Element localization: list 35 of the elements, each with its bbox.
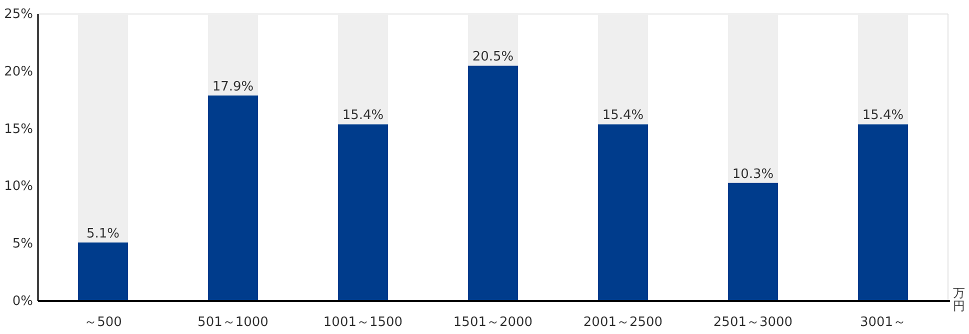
x-tick-label: 501～1000 [198,315,268,330]
bar [598,14,648,124]
y-tick-label: 25% [4,7,33,22]
bar [78,242,128,301]
bar [208,14,258,96]
x-tick-label: 1001～1500 [323,315,403,330]
bar [338,124,388,301]
bar [728,14,778,183]
data-label: 20.5% [472,50,514,65]
bar [468,66,518,301]
data-label: 10.3% [732,166,774,182]
y-tick-label: 20% [4,64,33,80]
x-tick-label: 2501～3000 [713,315,793,330]
bar [338,14,388,124]
y-tick-label: 10% [4,179,33,194]
y-tick-label: 15% [4,122,33,137]
x-tick-label: ～500 [84,315,122,330]
x-tick-label: 1501～2000 [453,315,533,330]
bar [78,14,128,242]
bar [858,124,908,301]
data-label: 15.4% [342,108,384,124]
data-label: 15.4% [602,108,644,124]
bar [598,124,648,301]
y-tick-label: 0% [12,294,33,309]
x-tick-label: 2001～2500 [583,315,663,330]
x-axis-title: 万円 [953,286,965,313]
y-tick-label: 5% [12,236,33,252]
bar [858,14,908,124]
x-tick-label: 3001～ [860,315,906,330]
data-label: 17.9% [212,80,254,95]
data-label: 15.4% [862,108,904,124]
data-label: 5.1% [86,226,120,242]
bar [208,96,258,301]
bar [468,14,518,66]
bar [728,182,778,301]
